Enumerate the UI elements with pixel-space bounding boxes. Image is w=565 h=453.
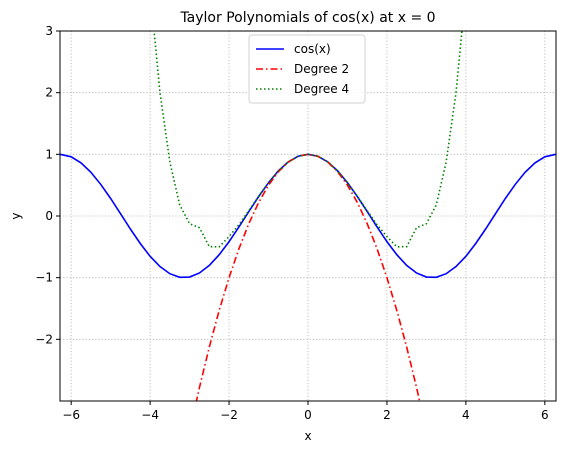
- y-tick-label: 1: [45, 147, 53, 161]
- y-tick-label: 3: [45, 24, 53, 38]
- legend-box: [248, 34, 366, 104]
- x-tick-label: −4: [141, 408, 159, 422]
- y-tick-label: −2: [35, 332, 53, 346]
- x-tick-label: 2: [383, 408, 391, 422]
- legend-label: Degree 2: [294, 62, 349, 76]
- x-axis-label: x: [304, 429, 311, 443]
- x-tick-label: −6: [62, 408, 80, 422]
- y-axis-label: y: [9, 212, 23, 219]
- y-tick-label: 0: [45, 209, 53, 223]
- y-tick-label: 2: [45, 86, 53, 100]
- x-tick-label: 6: [541, 408, 549, 422]
- chart-title: Taylor Polynomials of cos(x) at x = 0: [179, 10, 435, 26]
- axis-ticks: −6 −4 −2 0 2 4 6 −2 −1 0 1 2 3: [35, 24, 548, 422]
- x-tick-label: 0: [304, 408, 312, 422]
- series-line-degree-4: [153, 31, 463, 248]
- series-layer: [60, 31, 556, 401]
- x-tick-label: −2: [220, 408, 238, 422]
- legend: cos(x) Degree 2 Degree 4: [248, 34, 366, 104]
- legend-label: cos(x): [294, 42, 331, 56]
- series-line-cos-x-: [60, 153, 556, 279]
- x-tick-label: 4: [462, 408, 470, 422]
- legend-label: Degree 4: [294, 82, 349, 96]
- series-line-degree-2: [195, 153, 421, 401]
- y-tick-label: −1: [35, 271, 53, 285]
